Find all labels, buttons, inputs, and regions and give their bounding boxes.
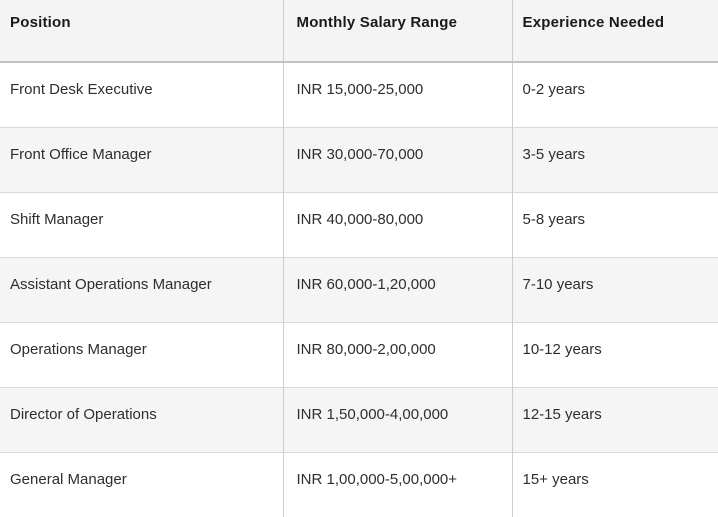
cell-experience: 5-8 years bbox=[512, 191, 718, 257]
cell-salary: INR 80,000-2,00,000 bbox=[283, 321, 513, 387]
cell-experience: 10-12 years bbox=[512, 321, 718, 387]
table-row: General Manager INR 1,00,000-5,00,000+ 1… bbox=[0, 451, 718, 517]
table-row: Director of Operations INR 1,50,000-4,00… bbox=[0, 386, 718, 452]
column-header-position: Position bbox=[0, 0, 284, 63]
table-row: Front Office Manager INR 30,000-70,000 3… bbox=[0, 126, 718, 192]
cell-experience: 7-10 years bbox=[512, 256, 718, 322]
cell-experience: 12-15 years bbox=[512, 386, 718, 452]
header-row: Position Monthly Salary Range Experience… bbox=[0, 0, 718, 63]
cell-position: Front Desk Executive bbox=[0, 62, 284, 127]
cell-experience: 0-2 years bbox=[512, 62, 718, 127]
cell-experience: 3-5 years bbox=[512, 126, 718, 192]
cell-salary: INR 30,000-70,000 bbox=[283, 126, 513, 192]
table-row: Front Desk Executive INR 15,000-25,000 0… bbox=[0, 62, 718, 127]
column-header-salary: Monthly Salary Range bbox=[283, 0, 513, 63]
cell-salary: INR 60,000-1,20,000 bbox=[283, 256, 513, 322]
cell-experience: 15+ years bbox=[512, 451, 718, 517]
table-row: Assistant Operations Manager INR 60,000-… bbox=[0, 256, 718, 322]
cell-salary: INR 1,50,000-4,00,000 bbox=[283, 386, 513, 452]
cell-position: General Manager bbox=[0, 451, 284, 517]
cell-position: Operations Manager bbox=[0, 321, 284, 387]
cell-position: Shift Manager bbox=[0, 191, 284, 257]
column-header-experience: Experience Needed bbox=[512, 0, 718, 63]
cell-salary: INR 15,000-25,000 bbox=[283, 62, 513, 127]
cell-position: Front Office Manager bbox=[0, 126, 284, 192]
cell-salary: INR 1,00,000-5,00,000+ bbox=[283, 451, 513, 517]
cell-position: Assistant Operations Manager bbox=[0, 256, 284, 322]
cell-position: Director of Operations bbox=[0, 386, 284, 452]
cell-salary: INR 40,000-80,000 bbox=[283, 191, 513, 257]
table-row: Operations Manager INR 80,000-2,00,000 1… bbox=[0, 321, 718, 387]
table-row: Shift Manager INR 40,000-80,000 5-8 year… bbox=[0, 191, 718, 257]
